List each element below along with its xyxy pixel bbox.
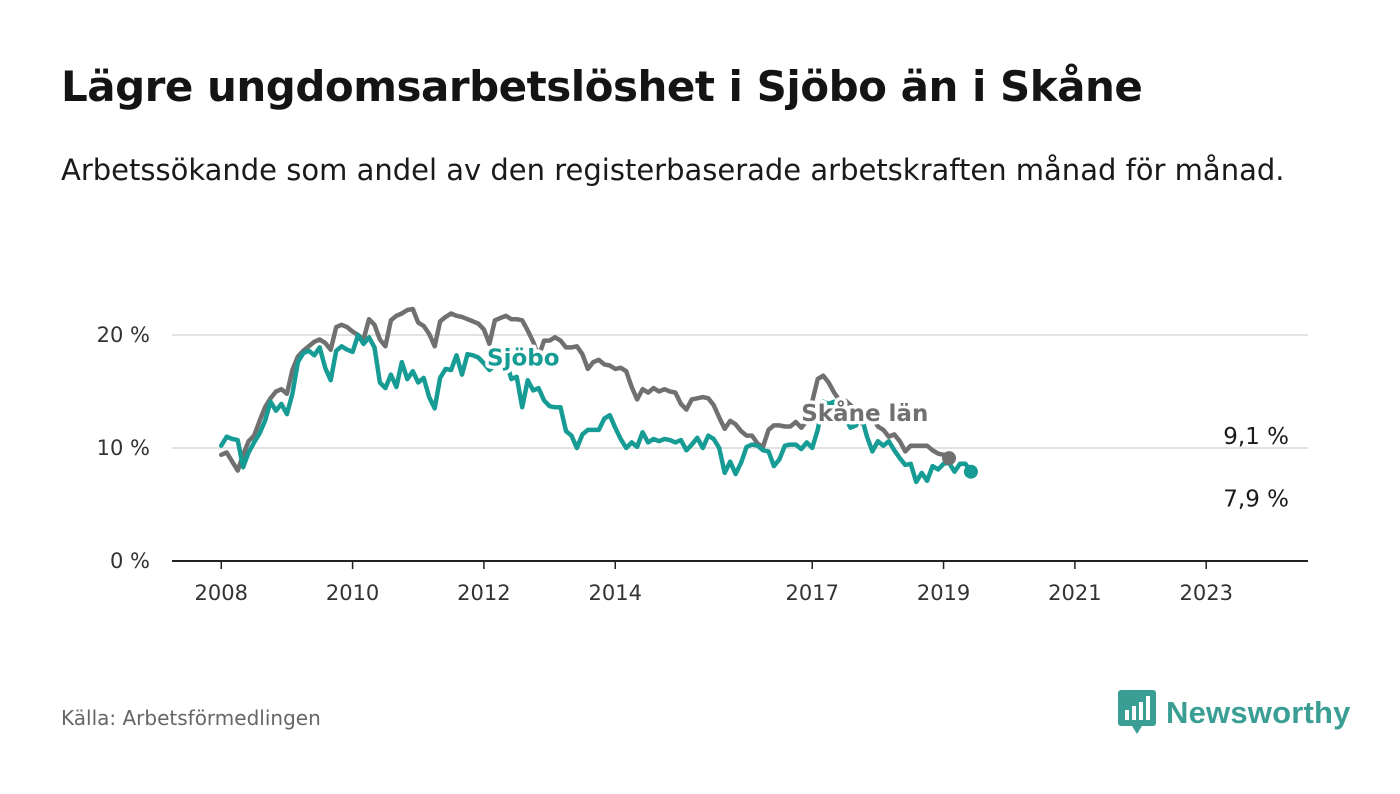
- x-tick-label: 2012: [457, 581, 510, 605]
- newsworthy-logo-icon: [1118, 690, 1156, 734]
- series-name-label: Skåne län: [801, 400, 928, 427]
- end-markers: [942, 451, 978, 479]
- x-tick-label: 2014: [589, 581, 642, 605]
- x-axis-ticks: 2008 2010 2012 2014 2017 2019 2021 2023: [195, 561, 1233, 605]
- series-name-label: Sjöbo: [487, 346, 560, 372]
- series-label-halo: Sjöbo: [487, 346, 560, 372]
- series-line-skane-lan: [218, 306, 952, 473]
- x-tick-label: 2010: [326, 581, 379, 605]
- brand-name: Newsworthy: [1166, 695, 1351, 730]
- y-tick-label: 0 %: [110, 549, 150, 573]
- x-tick-label: 2019: [917, 581, 970, 605]
- y-axis-ticks: 0 % 10 % 20 %: [97, 323, 150, 573]
- series-end-marker: [942, 451, 957, 466]
- series-line-sjobo: [218, 332, 974, 485]
- x-tick-label: 2023: [1179, 581, 1232, 605]
- series-label-halo: Skåne län: [801, 400, 928, 427]
- series-end-marker: [963, 464, 978, 479]
- series-lines: [218, 306, 974, 485]
- series-end-value-label: 9,1 %: [1223, 424, 1289, 450]
- brand-logo: Newsworthy: [1118, 690, 1351, 736]
- source-note: Källa: Arbetsförmedlingen: [61, 706, 321, 730]
- grid-lines: [172, 334, 1308, 562]
- y-tick-label: 10 %: [97, 436, 150, 460]
- x-tick-label: 2017: [786, 581, 839, 605]
- chart-title: Lägre ungdomsarbetslöshet i Sjöbo än i S…: [61, 62, 1143, 111]
- chart-subtitle: Arbetssökande som andel av den registerb…: [61, 153, 1285, 187]
- series-end-value-label: 7,9 %: [1223, 487, 1289, 513]
- x-tick-label: 2021: [1048, 581, 1101, 605]
- x-tick-label: 2008: [195, 581, 248, 605]
- y-tick-label: 20 %: [97, 323, 150, 347]
